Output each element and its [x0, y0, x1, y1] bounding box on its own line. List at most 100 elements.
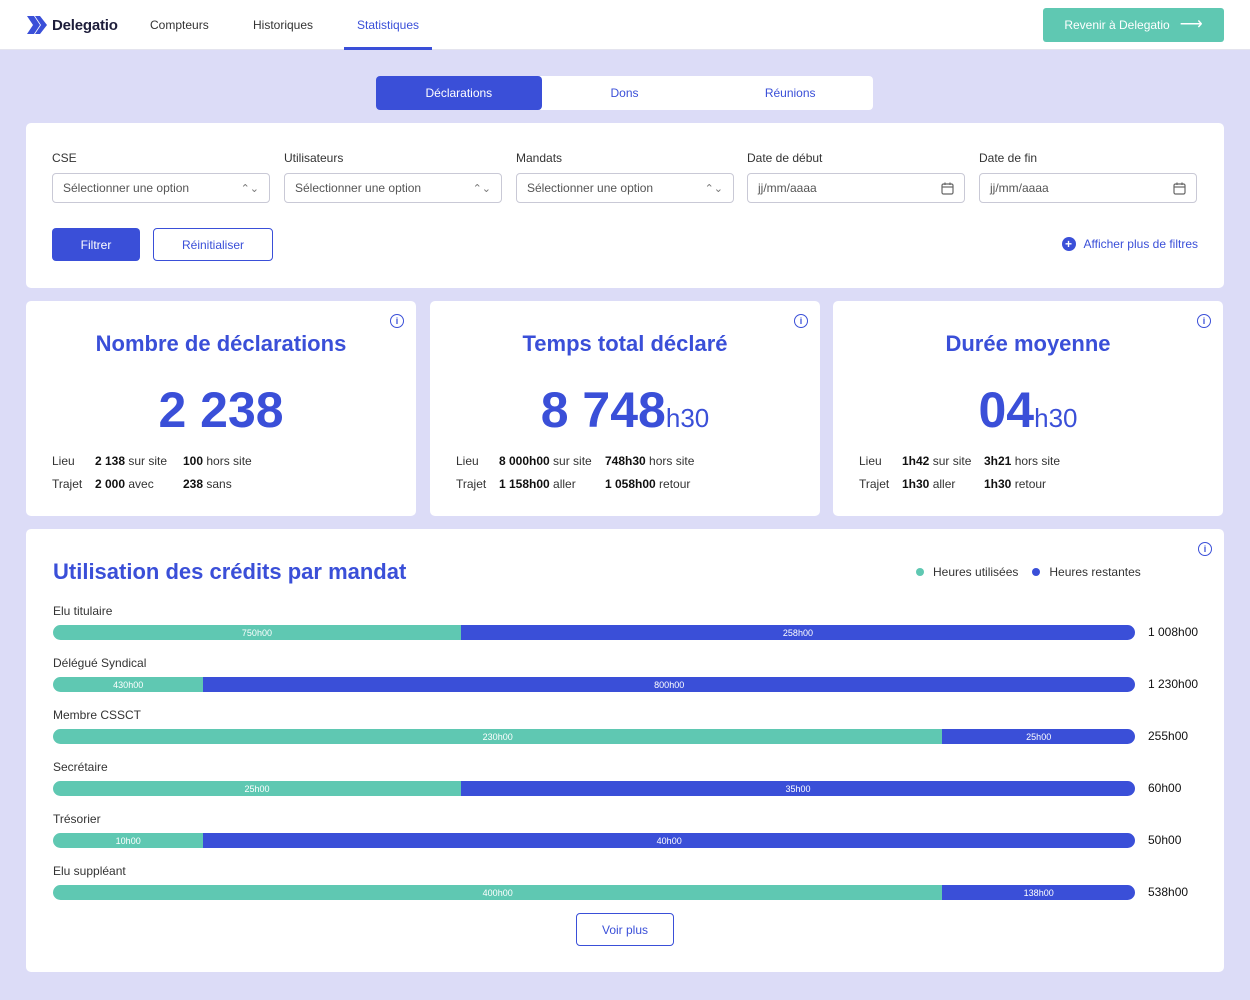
date-debut-input[interactable]: jj/mm/aaaa	[747, 173, 965, 203]
credits-legend: Heures utilisées Heures restantes	[916, 565, 1141, 579]
see-more-button[interactable]: Voir plus	[576, 913, 674, 946]
kpi-row-a-value: 2 000	[95, 477, 126, 491]
credit-row-total: 50h00	[1148, 833, 1182, 847]
kpi-row-b-text: retour	[655, 477, 691, 491]
kpi-value-unit: h30	[665, 403, 710, 433]
cse-select[interactable]: Sélectionner une option ⌃⌄	[52, 173, 270, 203]
nav-tab-historiques[interactable]: Historiques	[253, 18, 314, 32]
legend-used-label: Heures utilisées	[933, 565, 1019, 579]
filter-cse: CSE Sélectionner une option ⌃⌄	[52, 151, 270, 203]
kpi-row-b: 238 sans	[183, 477, 232, 491]
kpi-row-trajet: Trajet 2 000 avec 238 sans	[52, 477, 232, 491]
kpi-title: Nombre de déclarations	[95, 331, 347, 356]
kpi-row-b: 100 hors site	[183, 454, 252, 468]
credit-bar[interactable]: 400h00 138h00	[53, 885, 1135, 900]
credit-bar[interactable]: 230h00 25h00	[53, 729, 1135, 744]
credit-row-total: 538h00	[1148, 885, 1189, 899]
nav-tab-statistiques[interactable]: Statistiques	[344, 0, 433, 50]
kpi-row-a-text: sur site	[929, 454, 972, 468]
kpi-value: 04h30	[833, 381, 1223, 439]
legend-remaining-label: Heures restantes	[1049, 565, 1141, 579]
kpi-row-a-text: aller	[549, 477, 576, 491]
date-fin-input[interactable]: jj/mm/aaaa	[979, 173, 1197, 203]
mandats-select-placeholder: Sélectionner une option	[527, 181, 654, 195]
utilisateurs-select-placeholder: Sélectionner une option	[295, 181, 422, 195]
credit-row-label: Membre CSSCT	[53, 708, 142, 722]
credit-row-total: 1 008h00	[1148, 625, 1199, 639]
kpi-row-a: 8 000h00 sur site	[499, 454, 605, 468]
kpi-row-b: 1 058h00 retour	[605, 477, 690, 491]
credit-row: Elu titulaire 750h00 258h00 1 008h00	[53, 604, 1203, 640]
kpi-row-a-value: 2 138	[95, 454, 126, 468]
filter-utilisateurs-label: Utilisateurs	[284, 151, 344, 165]
kpi-row-b-text: retour	[1011, 477, 1047, 491]
calendar-icon[interactable]	[941, 182, 954, 195]
kpi-row-a: 1 158h00 aller	[499, 477, 605, 491]
utilisateurs-select[interactable]: Sélectionner une option ⌃⌄	[284, 173, 502, 203]
kpi-card-duree-moyenne: i Durée moyenne 04h30 Lieu 1h42 sur site…	[833, 301, 1223, 516]
kpi-row-label: Trajet	[456, 477, 487, 491]
credit-bar-used: 230h00	[53, 729, 943, 744]
kpi-row-b-value: 3h21	[984, 454, 1012, 468]
kpi-value-unit: h30	[1034, 403, 1078, 433]
mandats-select[interactable]: Sélectionner une option ⌃⌄	[516, 173, 734, 203]
nav-tab-compteurs[interactable]: Compteurs	[150, 18, 209, 32]
kpi-row-a-value: 1h30	[902, 477, 930, 491]
credit-row-label: Elu suppléant	[53, 864, 126, 878]
kpi-row-b-value: 1 058h00	[605, 477, 656, 491]
plus-circle-icon: +	[1061, 237, 1076, 251]
kpi-row-trajet: Trajet 1h30 aller 1h30 retour	[859, 477, 1046, 491]
reset-button[interactable]: Réinitialiser	[153, 228, 273, 261]
kpi-card-declarations: i Nombre de déclarations 2 238 Lieu 2 13…	[26, 301, 416, 516]
arrow-right-icon: ⟶	[1179, 16, 1203, 33]
credit-bar-remaining: 138h00	[942, 885, 1135, 900]
kpi-title: Durée moyenne	[945, 331, 1111, 356]
kpi-row-a-text: sur site	[549, 454, 592, 468]
credit-bar[interactable]: 750h00 258h00	[53, 625, 1135, 640]
kpi-row-lieu: Lieu 2 138 sur site 100 hors site	[52, 454, 252, 468]
kpi-row-label: Trajet	[52, 477, 83, 491]
kpi-value: 8 748h30	[430, 381, 820, 439]
back-button-label: Revenir à Delegatio	[1064, 18, 1170, 32]
filter-mandats-label: Mandats	[516, 151, 563, 165]
date-fin-placeholder: jj/mm/aaaa	[990, 181, 1049, 195]
filter-button[interactable]: Filtrer	[52, 228, 140, 261]
back-to-delegatio-button[interactable]: Revenir à Delegatio ⟶	[1043, 8, 1224, 42]
info-icon[interactable]: i	[794, 314, 808, 328]
info-icon[interactable]: i	[1197, 314, 1211, 328]
chevron-updown-icon: ⌃⌄	[704, 182, 723, 195]
credit-bar[interactable]: 10h00 40h00	[53, 833, 1135, 848]
date-debut-placeholder: jj/mm/aaaa	[758, 181, 817, 195]
filter-date-fin-label: Date de fin	[979, 151, 1038, 165]
credit-bar-used: 25h00	[53, 781, 461, 796]
segment-declarations[interactable]: Déclarations	[376, 76, 542, 110]
filter-date-fin: Date de fin jj/mm/aaaa	[979, 151, 1197, 203]
calendar-icon[interactable]	[1173, 182, 1186, 195]
more-filters-label: Afficher plus de filtres	[1083, 237, 1199, 251]
kpi-row-a-value: 1 158h00	[499, 477, 550, 491]
kpi-row-label: Lieu	[859, 454, 882, 468]
kpi-row-b-text: sans	[203, 477, 232, 491]
info-icon[interactable]: i	[390, 314, 404, 328]
kpi-row-b-text: hors site	[1011, 454, 1061, 468]
more-filters-link[interactable]: + Afficher plus de filtres	[1061, 237, 1199, 251]
credit-bar-used: 10h00	[53, 833, 204, 848]
credit-row-label: Elu titulaire	[53, 604, 113, 618]
kpi-value: 2 238	[26, 381, 416, 439]
kpi-row-label: Lieu	[52, 454, 75, 468]
kpi-row-lieu: Lieu 8 000h00 sur site 748h30 hors site	[456, 454, 694, 468]
credit-bar[interactable]: 430h00 800h00	[53, 677, 1135, 692]
brand-logo[interactable]: Delegatio	[26, 14, 118, 36]
cse-select-placeholder: Sélectionner une option	[63, 181, 190, 195]
segment-reunions[interactable]: Réunions	[764, 86, 816, 100]
kpi-row-b: 748h30 hors site	[605, 454, 694, 468]
credit-row: Membre CSSCT 230h00 25h00 255h00	[53, 708, 1203, 744]
credit-row: Elu suppléant 400h00 138h00 538h00	[53, 864, 1203, 900]
credit-bar-remaining: 258h00	[460, 625, 1135, 640]
segment-dons[interactable]: Dons	[610, 86, 639, 100]
kpi-row-b-text: hors site	[203, 454, 252, 468]
credit-row: Trésorier 10h00 40h00 50h00	[53, 812, 1203, 848]
info-icon[interactable]: i	[1198, 542, 1212, 556]
credit-bar[interactable]: 25h00 35h00	[53, 781, 1135, 796]
credit-row-label: Délégué Syndical	[53, 656, 147, 670]
